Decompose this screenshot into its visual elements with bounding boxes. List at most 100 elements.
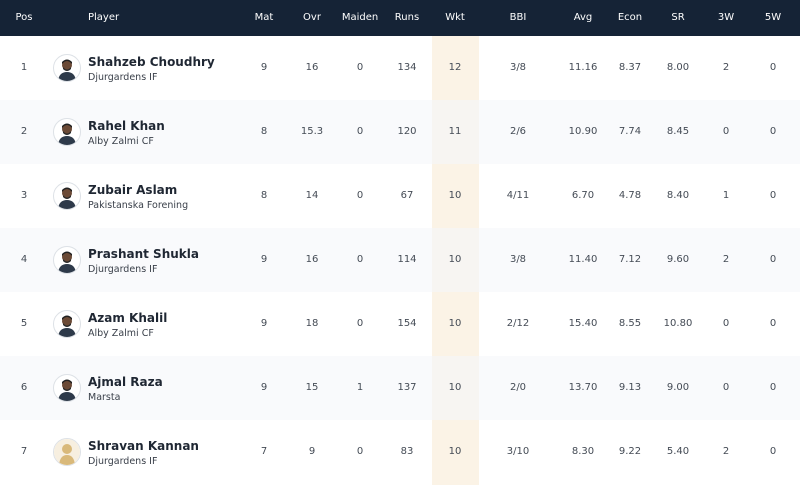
cell-ovr: 18	[305, 318, 319, 329]
cell-bbi: 4/11	[506, 190, 530, 201]
cell-w3: 2	[722, 446, 730, 457]
cell-ovr: 16	[305, 254, 319, 265]
cell-econ: 8.37	[618, 62, 642, 73]
cell-sr: 8.00	[666, 62, 690, 73]
cell-econ: 9.13	[618, 382, 642, 393]
header-5w[interactable]: 5W	[764, 12, 782, 23]
header-econ[interactable]: Econ	[617, 12, 643, 23]
player-photo-icon	[58, 59, 76, 81]
cell-maiden: 0	[356, 190, 364, 201]
cell-avg: 10.90	[568, 126, 598, 137]
player-avatar[interactable]	[53, 118, 81, 146]
cell-wkt: 10	[448, 190, 462, 201]
player-name-link[interactable]: Shahzeb Choudhry	[88, 55, 215, 69]
cell-ovr: 15	[305, 382, 319, 393]
cell-maiden: 1	[356, 382, 364, 393]
cell-avg: 11.40	[568, 254, 598, 265]
cell-bbi: 2/12	[506, 318, 530, 329]
table-row[interactable]: 1 9 16 0 134 12 3/8 11.16 8.37 8.00 2 0 Shahzeb Chou…	[0, 36, 800, 100]
cell-w3: 0	[722, 382, 730, 393]
player-name-link[interactable]: Ajmal Raza	[88, 375, 163, 389]
player-avatar[interactable]	[53, 246, 81, 274]
cell-econ: 7.12	[618, 254, 642, 265]
cell-ovr: 14	[305, 190, 319, 201]
player-avatar[interactable]	[53, 438, 81, 466]
player-photo-icon	[58, 251, 76, 273]
player-photo-icon	[58, 123, 76, 145]
header-ovr[interactable]: Ovr	[303, 12, 321, 23]
player-team: Alby Zalmi CF	[88, 328, 154, 339]
cell-maiden: 0	[356, 254, 364, 265]
header-wkt[interactable]: Wkt	[445, 12, 465, 23]
cell-mat: 7	[260, 446, 268, 457]
table-row[interactable]: 2 8 15.3 0 120 11 2/6 10.90 7.74 8.45 0 0 Rahel Khan…	[0, 100, 800, 164]
table-row[interactable]: 5 9 18 0 154 10 2/12 15.40 8.55 10.80 0 0 Azam Khali…	[0, 292, 800, 356]
cell-bbi: 3/10	[506, 446, 530, 457]
cell-avg: 6.70	[571, 190, 595, 201]
cell-w5: 0	[769, 318, 777, 329]
cell-pos: 5	[20, 318, 28, 329]
cell-pos: 3	[20, 190, 28, 201]
player-avatar[interactable]	[53, 54, 81, 82]
cell-econ: 8.55	[618, 318, 642, 329]
player-avatar[interactable]	[53, 374, 81, 402]
cell-sr: 10.80	[663, 318, 693, 329]
player-name-link[interactable]: Prashant Shukla	[88, 247, 199, 261]
header-3w[interactable]: 3W	[717, 12, 735, 23]
cell-w5: 0	[769, 126, 777, 137]
cell-runs: 114	[397, 254, 417, 265]
cell-pos: 7	[20, 446, 28, 457]
table-row[interactable]: 7 7 9 0 83 10 3/10 8.30 9.22 5.40 2 0 Shravan Kannan…	[0, 420, 800, 484]
player-name-link[interactable]: Azam Khalil	[88, 311, 168, 325]
header-runs[interactable]: Runs	[394, 12, 420, 23]
cell-maiden: 0	[356, 62, 364, 73]
cell-maiden: 0	[356, 318, 364, 329]
header-player[interactable]: Player	[88, 12, 120, 23]
player-name-link[interactable]: Zubair Aslam	[88, 183, 178, 197]
cell-sr: 8.40	[666, 190, 690, 201]
cell-w3: 2	[722, 254, 730, 265]
cell-sr: 8.45	[666, 126, 690, 137]
player-photo-icon	[58, 315, 76, 337]
cell-runs: 137	[397, 382, 417, 393]
player-photo-icon	[58, 379, 76, 401]
table-row[interactable]: 3 8 14 0 67 10 4/11 6.70 4.78 8.40 1 0 Zubair Aslam P…	[0, 164, 800, 228]
header-bbi[interactable]: BBI	[509, 12, 527, 23]
cell-bbi: 3/8	[509, 62, 527, 73]
cell-w5: 0	[769, 382, 777, 393]
header-maiden[interactable]: Maiden	[341, 12, 379, 23]
cell-maiden: 0	[356, 446, 364, 457]
cell-avg: 15.40	[568, 318, 598, 329]
player-team: Djurgardens IF	[88, 264, 158, 275]
cell-maiden: 0	[356, 126, 364, 137]
cell-sr: 9.00	[666, 382, 690, 393]
cell-w5: 0	[769, 190, 777, 201]
cell-pos: 4	[20, 254, 28, 265]
cell-wkt: 10	[448, 254, 462, 265]
table-header: Pos Player Mat Ovr Maiden Runs Wkt BBI A…	[0, 0, 800, 36]
table-row[interactable]: 4 9 16 0 114 10 3/8 11.40 7.12 9.60 2 0 Prashant Shu…	[0, 228, 800, 292]
player-team: Alby Zalmi CF	[88, 136, 154, 147]
header-pos[interactable]: Pos	[15, 12, 33, 23]
cell-mat: 9	[260, 382, 268, 393]
player-avatar[interactable]	[53, 310, 81, 338]
cell-pos: 2	[20, 126, 28, 137]
cell-runs: 67	[400, 190, 414, 201]
player-name-link[interactable]: Shravan Kannan	[88, 439, 199, 453]
cell-ovr: 16	[305, 62, 319, 73]
cell-bbi: 2/0	[509, 382, 527, 393]
cell-w3: 0	[722, 126, 730, 137]
player-team: Djurgardens IF	[88, 456, 158, 467]
header-avg[interactable]: Avg	[573, 12, 593, 23]
cell-wkt: 10	[448, 446, 462, 457]
player-name-link[interactable]: Rahel Khan	[88, 119, 165, 133]
placeholder-avatar-icon	[54, 439, 80, 465]
cell-mat: 9	[260, 254, 268, 265]
header-mat[interactable]: Mat	[254, 12, 274, 23]
cell-bbi: 2/6	[509, 126, 527, 137]
cell-ovr: 15.3	[300, 126, 324, 137]
table-row[interactable]: 6 9 15 1 137 10 2/0 13.70 9.13 9.00 0 0 Ajmal Raza Ma…	[0, 356, 800, 420]
header-sr[interactable]: SR	[671, 12, 685, 23]
player-avatar[interactable]	[53, 182, 81, 210]
